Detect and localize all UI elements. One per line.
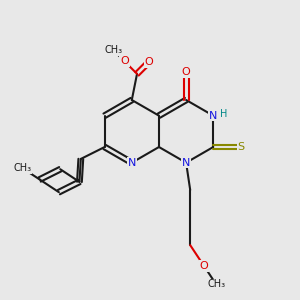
- Text: O: O: [145, 57, 154, 67]
- Text: N: N: [182, 158, 190, 168]
- Text: N: N: [209, 111, 218, 121]
- Text: N: N: [128, 158, 136, 168]
- Text: CH₃: CH₃: [14, 163, 32, 173]
- Text: O: O: [200, 261, 208, 271]
- Text: CH₃: CH₃: [104, 45, 122, 55]
- Text: O: O: [182, 68, 190, 77]
- Text: H: H: [220, 109, 227, 119]
- Text: O: O: [120, 56, 129, 66]
- Text: CH₃: CH₃: [207, 279, 225, 290]
- Text: S: S: [237, 142, 244, 152]
